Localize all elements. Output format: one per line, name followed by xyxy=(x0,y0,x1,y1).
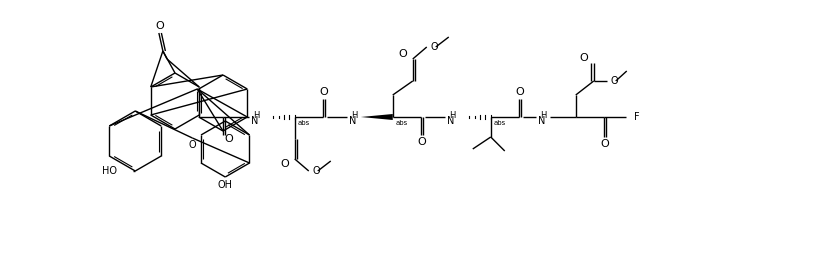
Text: O: O xyxy=(155,21,164,31)
Text: N: N xyxy=(447,116,454,126)
Text: HO: HO xyxy=(102,166,117,176)
Text: O: O xyxy=(320,87,328,97)
Text: O: O xyxy=(189,140,196,150)
Text: H: H xyxy=(541,111,547,119)
Text: O: O xyxy=(611,76,619,86)
Text: N: N xyxy=(349,116,356,126)
Text: H: H xyxy=(450,111,456,119)
Text: O: O xyxy=(417,137,426,147)
Text: O: O xyxy=(313,166,320,176)
Text: H: H xyxy=(254,111,260,119)
Text: O: O xyxy=(600,139,609,149)
Text: O: O xyxy=(398,49,406,59)
Text: OH: OH xyxy=(218,180,233,190)
Text: abs: abs xyxy=(493,120,506,126)
Text: H: H xyxy=(351,111,358,119)
Text: O: O xyxy=(515,87,524,97)
Text: O: O xyxy=(280,159,289,169)
Text: abs: abs xyxy=(396,120,408,126)
Text: O: O xyxy=(224,134,233,144)
Text: abs: abs xyxy=(298,120,310,126)
Polygon shape xyxy=(361,114,393,120)
Text: O: O xyxy=(431,42,438,52)
Text: N: N xyxy=(251,116,259,126)
Text: F: F xyxy=(634,112,639,122)
Text: N: N xyxy=(538,116,546,126)
Text: O: O xyxy=(579,53,588,63)
